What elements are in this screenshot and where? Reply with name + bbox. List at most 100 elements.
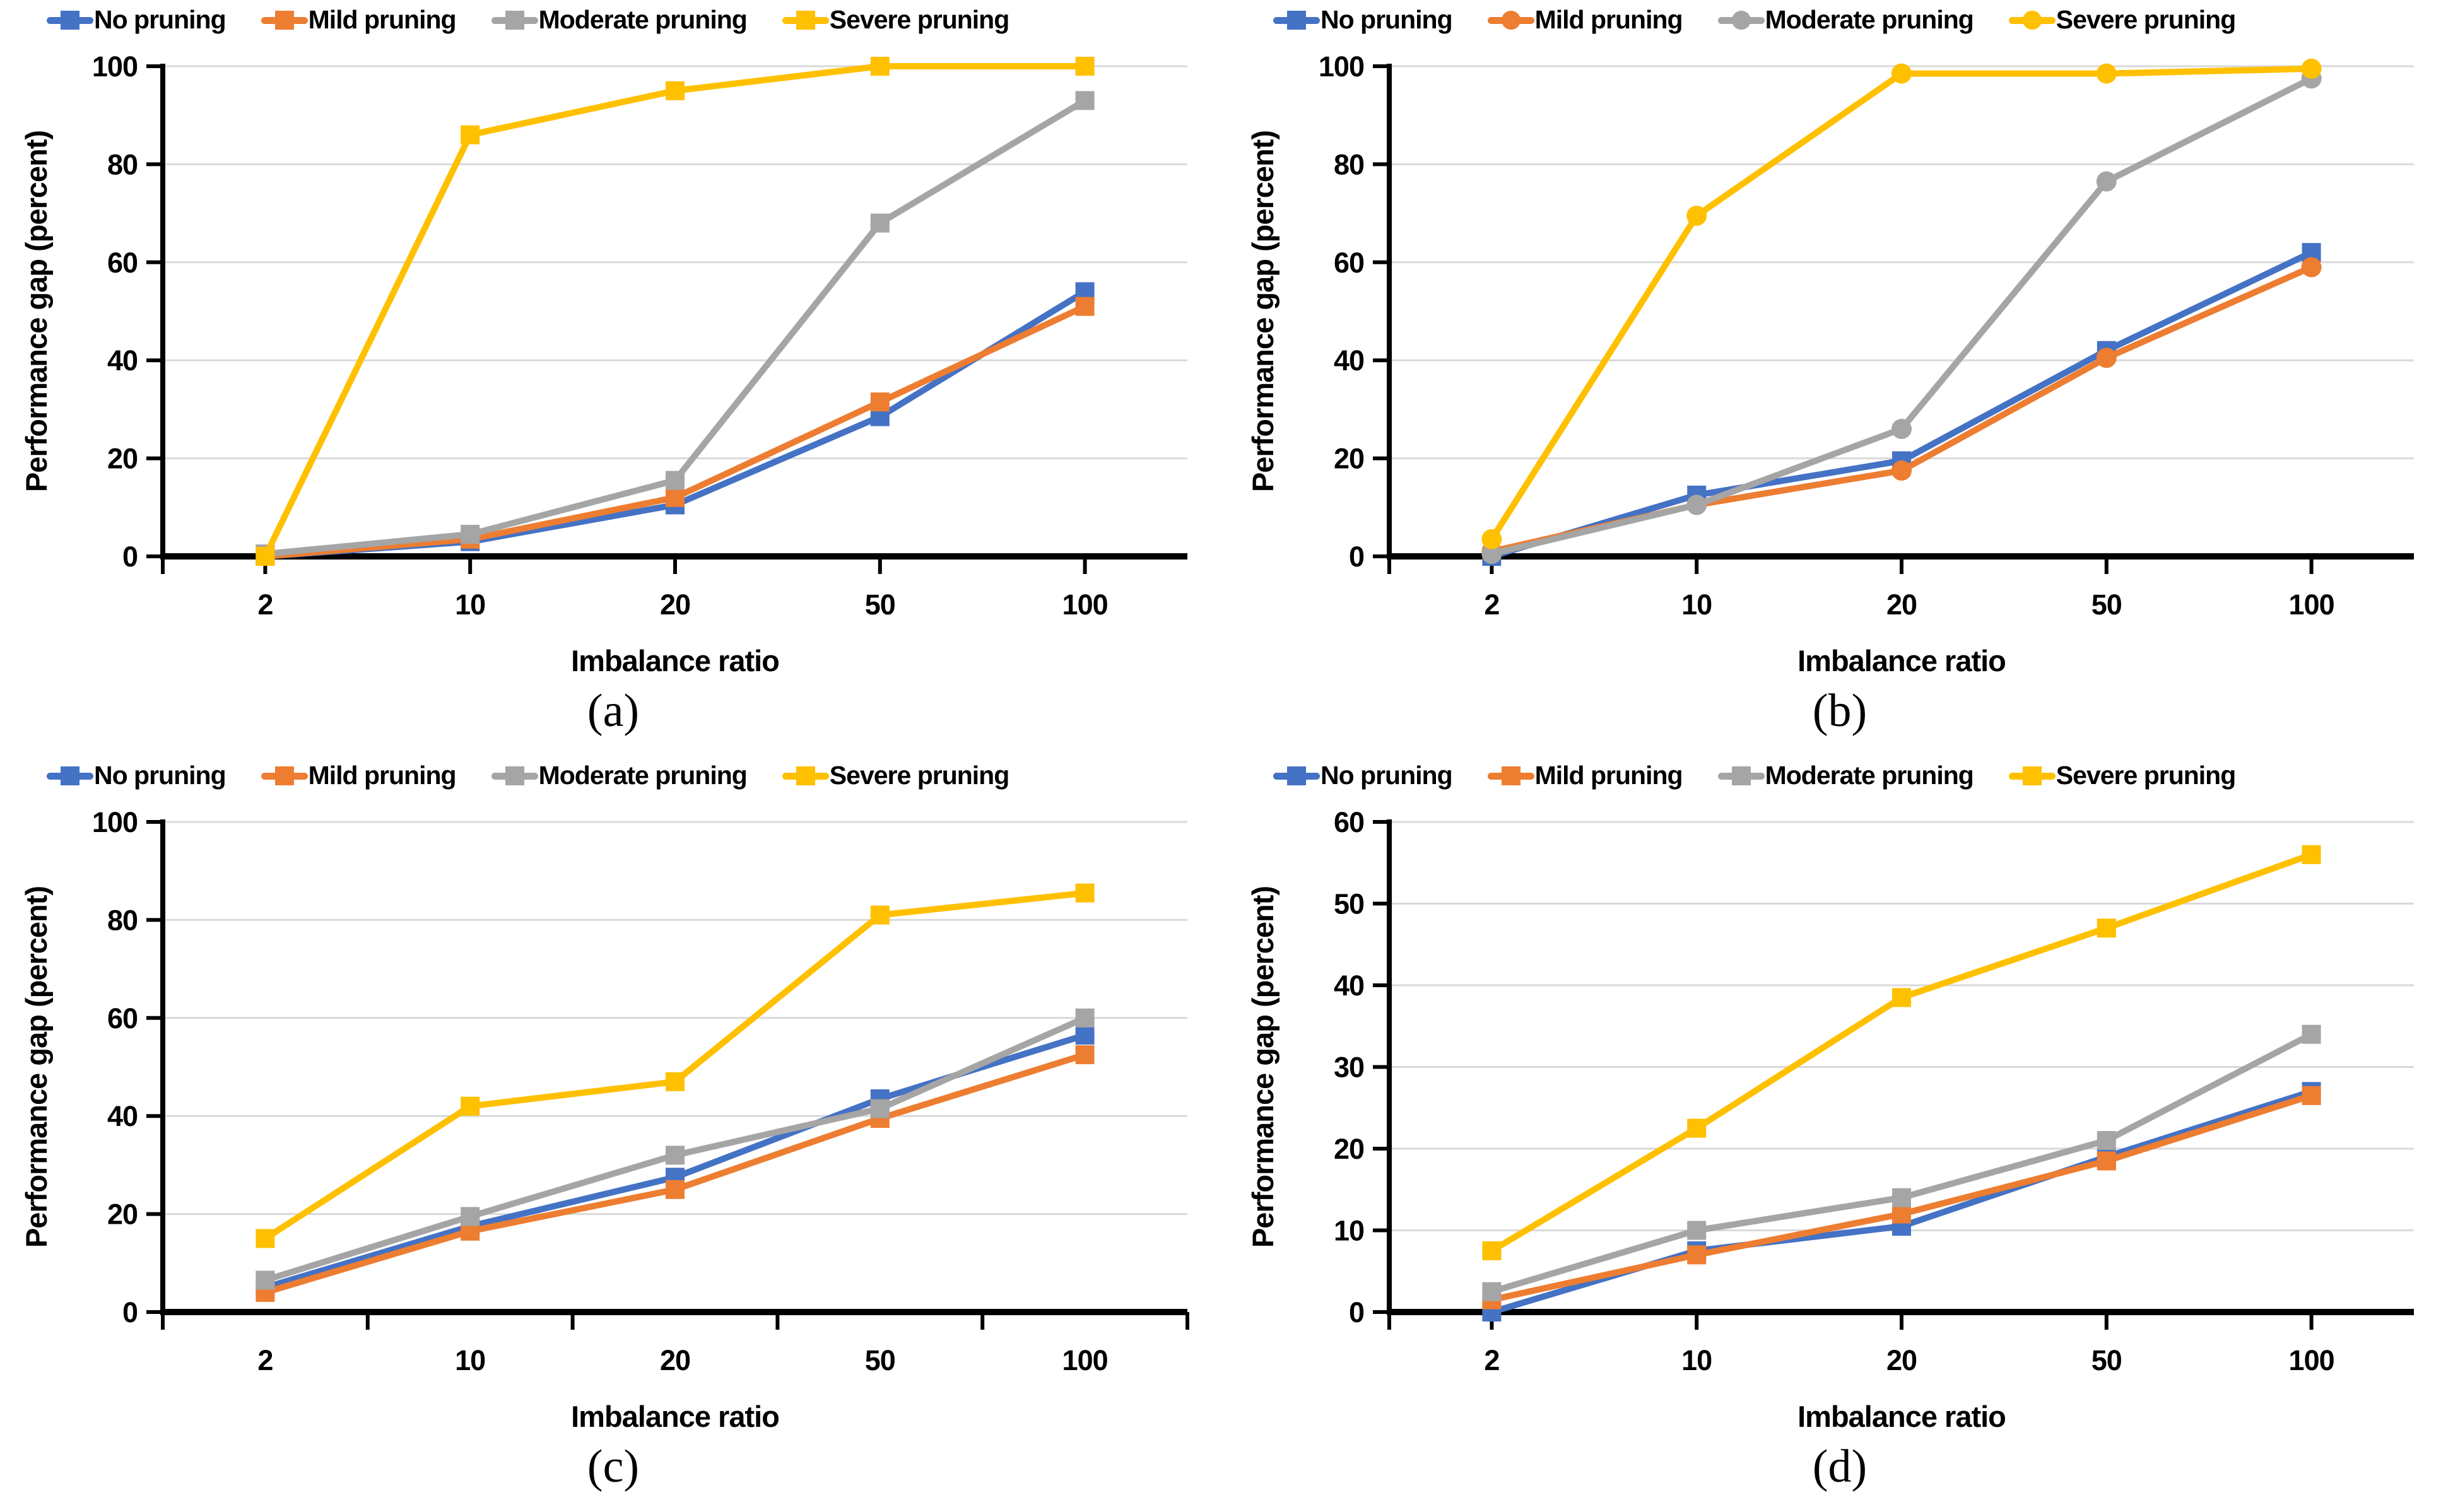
legend-label: Severe pruning (2056, 761, 2236, 790)
square-marker-icon (1273, 8, 1320, 32)
legend-label: Mild pruning (308, 5, 457, 34)
legend: No pruning Mild pruning Moderate pruning Se… (47, 5, 1009, 35)
svg-text:0: 0 (122, 1296, 138, 1328)
legend-label: Mild pruning (308, 761, 457, 790)
svg-text:100: 100 (1319, 50, 1364, 83)
panel-a: No pruning Mild pruning Moderate pruning Se… (0, 0, 1226, 756)
svg-text:0: 0 (1349, 541, 1364, 573)
panel-caption: (c) (587, 1441, 640, 1492)
svg-text:20: 20 (1886, 589, 1917, 621)
legend-item-mild-pruning: Mild pruning (261, 5, 457, 35)
svg-text:10: 10 (455, 1344, 485, 1376)
svg-text:50: 50 (2091, 589, 2122, 621)
svg-text:40: 40 (1334, 970, 1364, 1002)
svg-text:100: 100 (92, 806, 138, 838)
svg-text:20: 20 (660, 1344, 690, 1376)
svg-text:40: 40 (107, 344, 138, 377)
legend-label: Moderate pruning (1765, 5, 1974, 34)
legend-item-mild-pruning: Mild pruning (1487, 5, 1683, 35)
svg-text:60: 60 (107, 247, 138, 279)
svg-text:2: 2 (257, 1344, 273, 1376)
square-marker-icon (261, 764, 308, 788)
panel-b: No pruning Mild pruning Moderate pruning Se… (1226, 0, 2453, 756)
svg-text:60: 60 (107, 1002, 138, 1034)
svg-text:10: 10 (1681, 589, 1712, 621)
panel-caption: (a) (587, 685, 640, 737)
legend-item-mild-pruning: Mild pruning (261, 761, 457, 790)
line-chart: 0 20 40 60 80 100 2 10 20 50 100 Imbalance ratio Per… (20, 50, 1187, 677)
panel-caption: (b) (1812, 685, 1868, 737)
svg-text:10: 10 (455, 589, 485, 621)
legend-item-no-pruning: No pruning (1273, 761, 1453, 790)
circle-marker-icon (1717, 8, 1765, 32)
svg-text:50: 50 (865, 1344, 895, 1376)
svg-text:40: 40 (107, 1100, 138, 1132)
svg-text:0: 0 (1349, 1296, 1364, 1328)
square-marker-icon (47, 764, 93, 788)
legend-label: Severe pruning (829, 761, 1009, 790)
x-axis-title: Imbalance ratio (571, 1400, 779, 1433)
legend-item-moderate-pruning: Moderate pruning (491, 5, 748, 35)
legend-label: No pruning (1321, 5, 1453, 34)
svg-text:10: 10 (1681, 1344, 1712, 1376)
svg-text:100: 100 (1062, 589, 1108, 621)
legend-label: No pruning (94, 761, 226, 790)
svg-text:50: 50 (1334, 888, 1364, 920)
legend-label: Severe pruning (829, 5, 1009, 34)
panel-caption: (d) (1812, 1441, 1868, 1492)
legend-item-severe-pruning: Severe pruning (2008, 5, 2236, 35)
svg-text:2: 2 (1484, 1344, 1499, 1376)
legend-label: Severe pruning (2056, 5, 2236, 34)
svg-text:50: 50 (2091, 1344, 2122, 1376)
svg-text:2: 2 (1484, 589, 1499, 621)
y-axis-title: Performance gap (percent) (1246, 886, 1279, 1248)
svg-text:80: 80 (107, 904, 138, 936)
square-marker-icon (491, 8, 538, 32)
legend-item-moderate-pruning: Moderate pruning (491, 761, 748, 790)
svg-text:40: 40 (1334, 344, 1364, 377)
panel-d: No pruning Mild pruning Moderate pruning Se… (1226, 756, 2453, 1512)
legend: No pruning Mild pruning Moderate pruning Se… (1273, 761, 2236, 790)
square-marker-icon (47, 8, 93, 32)
svg-text:60: 60 (1334, 247, 1364, 279)
legend-item-no-pruning: No pruning (47, 761, 226, 790)
legend-label: No pruning (1321, 761, 1453, 790)
square-marker-icon (491, 764, 538, 788)
svg-text:0: 0 (122, 541, 138, 573)
line-chart: 0 20 40 60 80 100 2 10 20 50 100 Imbalance ratio Per… (20, 806, 1189, 1433)
x-axis-title: Imbalance ratio (571, 644, 779, 677)
circle-marker-icon (2008, 8, 2056, 32)
legend-label: Moderate pruning (1765, 761, 1974, 790)
legend-label: Mild pruning (1534, 5, 1683, 34)
line-chart: 0 10 20 30 40 50 60 2 10 20 50 100 Imbalance ratio Pe… (1246, 806, 2414, 1433)
svg-text:20: 20 (1886, 1344, 1917, 1376)
legend-item-no-pruning: No pruning (1273, 5, 1453, 35)
svg-text:60: 60 (1334, 806, 1364, 838)
svg-text:100: 100 (2289, 1344, 2334, 1376)
svg-text:10: 10 (1334, 1215, 1364, 1247)
legend-item-severe-pruning: Severe pruning (2008, 761, 2236, 790)
y-axis-title: Performance gap (percent) (20, 131, 53, 492)
svg-text:20: 20 (660, 589, 690, 621)
svg-text:20: 20 (1334, 443, 1364, 475)
square-marker-icon (782, 764, 829, 788)
legend-label: Moderate pruning (538, 761, 748, 790)
svg-text:30: 30 (1334, 1052, 1364, 1084)
legend-item-severe-pruning: Severe pruning (782, 761, 1009, 790)
legend-item-no-pruning: No pruning (47, 5, 226, 35)
legend-item-mild-pruning: Mild pruning (1487, 761, 1683, 790)
svg-text:50: 50 (865, 589, 895, 621)
svg-text:100: 100 (92, 50, 138, 83)
svg-text:80: 80 (1334, 148, 1364, 180)
x-axis-title: Imbalance ratio (1797, 1400, 2006, 1433)
legend-item-severe-pruning: Severe pruning (782, 5, 1009, 35)
square-marker-icon (1717, 764, 1765, 788)
legend: No pruning Mild pruning Moderate pruning Se… (47, 761, 1009, 790)
legend-item-moderate-pruning: Moderate pruning (1717, 761, 1974, 790)
circle-marker-icon (1487, 8, 1534, 32)
svg-text:100: 100 (2289, 589, 2334, 621)
square-marker-icon (1487, 764, 1534, 788)
legend-label: Mild pruning (1534, 761, 1683, 790)
y-axis-title: Performance gap (percent) (20, 886, 53, 1248)
